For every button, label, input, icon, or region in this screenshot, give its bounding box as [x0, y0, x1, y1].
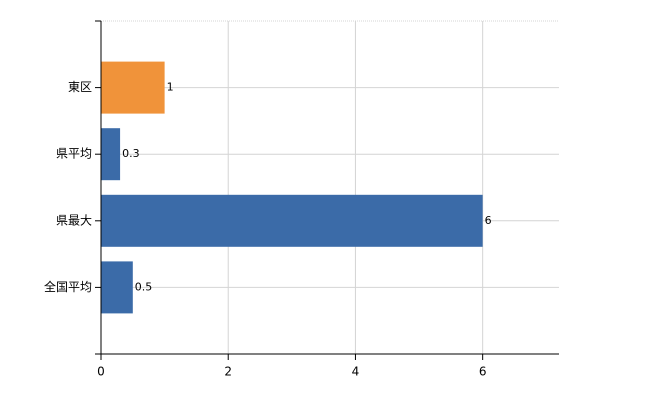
value-label: 6 [485, 214, 492, 227]
value-label: 0.3 [122, 147, 140, 160]
x-tick-label: 6 [479, 365, 487, 379]
y-tick-label: 県平均 [56, 147, 92, 161]
y-tick-label: 全国平均 [44, 279, 92, 294]
y-tick-label: 県最大 [56, 213, 92, 227]
x-tick-label: 2 [224, 365, 232, 379]
bar [101, 261, 133, 314]
x-tick-label: 0 [97, 365, 105, 379]
x-tick-label: 4 [352, 365, 360, 379]
bar [101, 61, 165, 114]
value-label: 1 [167, 81, 174, 94]
y-tick-label: 東区 [68, 80, 92, 94]
bar [101, 128, 121, 181]
value-label: 0.5 [135, 280, 153, 293]
bar [101, 194, 483, 247]
